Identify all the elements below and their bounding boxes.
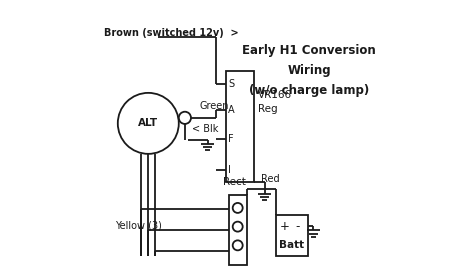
Text: Early H1 Conversion
Wiring
(w/o charge lamp): Early H1 Conversion Wiring (w/o charge l… [242,44,376,97]
Bar [228,195,246,265]
Text: < Blk: < Blk [192,124,219,134]
Text: -: - [295,220,300,233]
Text: S: S [228,79,234,89]
Bar [276,215,308,256]
Bar [226,71,254,182]
Text: Red: Red [261,174,279,184]
Text: ALT: ALT [138,118,158,128]
Text: F: F [228,134,234,144]
Text: Brown (switched 12v)  >: Brown (switched 12v) > [104,28,238,38]
Text: Yellow (3): Yellow (3) [115,221,162,231]
Text: Rect: Rect [223,177,246,187]
Text: VR166
Reg: VR166 Reg [258,90,292,114]
Text: A: A [228,104,235,115]
Text: +: + [280,220,290,233]
Text: Batt: Batt [279,240,304,250]
Text: Green: Green [199,101,229,111]
Text: I: I [228,165,231,176]
